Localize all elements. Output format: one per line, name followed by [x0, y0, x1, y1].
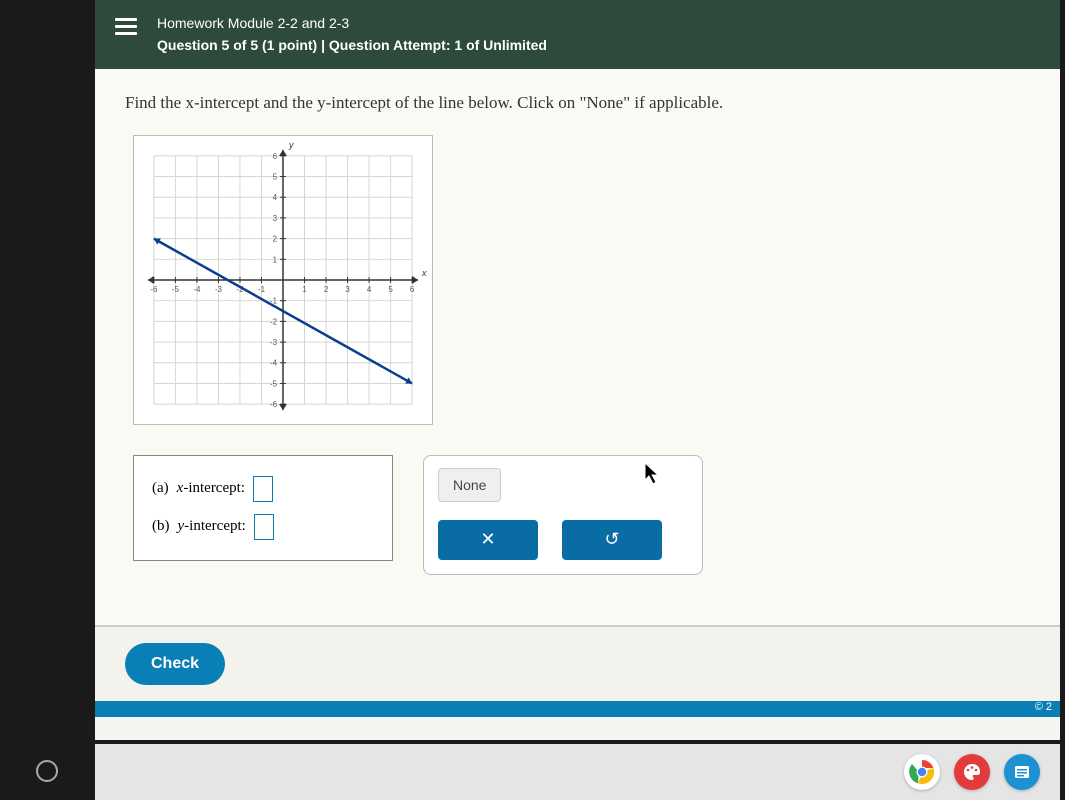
svg-text:y: y — [288, 140, 294, 150]
answer-b-prefix: (b) — [152, 518, 170, 535]
check-button[interactable]: Check — [125, 643, 225, 685]
svg-text:x: x — [421, 268, 427, 278]
os-taskbar — [95, 744, 1060, 800]
answer-panel: (a) x-intercept: (b) y-intercept: — [133, 455, 393, 561]
coordinate-graph[interactable]: -6-5-4-3-2-1123456-6-5-4-3-2-1123456xy — [133, 135, 433, 425]
reset-button[interactable]: ↺ — [562, 520, 662, 560]
os-launcher-icon[interactable] — [36, 760, 58, 782]
question-prompt: Find the x-intercept and the y-intercept… — [125, 93, 1030, 113]
svg-text:-1: -1 — [258, 285, 266, 294]
svg-text:3: 3 — [273, 214, 278, 223]
svg-text:-4: -4 — [193, 285, 201, 294]
x-icon: ✕ — [480, 529, 495, 550]
app-window: Homework Module 2-2 and 2-3 Question 5 o… — [95, 0, 1060, 740]
clear-button[interactable]: ✕ — [438, 520, 538, 560]
svg-text:-3: -3 — [215, 285, 223, 294]
svg-text:1: 1 — [273, 255, 278, 264]
y-intercept-row: (b) y-intercept: — [152, 508, 374, 546]
assignment-header: Homework Module 2-2 and 2-3 Question 5 o… — [95, 0, 1060, 69]
reset-icon: ↺ — [604, 529, 619, 550]
module-title: Homework Module 2-2 and 2-3 — [157, 12, 547, 34]
svg-text:-5: -5 — [270, 379, 278, 388]
hamburger-menu-icon[interactable] — [115, 12, 137, 35]
prompt-text-a: Find the x-intercept and the y-intercept… — [125, 93, 579, 112]
svg-text:5: 5 — [273, 172, 278, 181]
chrome-icon[interactable] — [904, 754, 940, 790]
prompt-text-b: if applicable. — [630, 93, 723, 112]
svg-text:-3: -3 — [270, 338, 278, 347]
svg-text:1: 1 — [302, 285, 307, 294]
footer-bar: Check — [95, 625, 1060, 701]
svg-text:4: 4 — [273, 193, 278, 202]
svg-text:3: 3 — [345, 285, 350, 294]
svg-text:4: 4 — [367, 285, 372, 294]
svg-text:5: 5 — [388, 285, 393, 294]
cursor-icon — [644, 462, 662, 486]
svg-text:-5: -5 — [172, 285, 180, 294]
word-icon[interactable] — [1004, 754, 1040, 790]
y-intercept-input[interactable] — [254, 514, 274, 540]
svg-text:6: 6 — [273, 152, 278, 161]
y-label-rest: -intercept: — [184, 518, 246, 534]
svg-text:-4: -4 — [270, 359, 278, 368]
svg-text:-2: -2 — [270, 317, 278, 326]
x-label-rest: -intercept: — [183, 480, 245, 496]
answer-a-prefix: (a) — [152, 480, 169, 497]
copyright-strip: © 2 — [95, 701, 1060, 717]
svg-text:6: 6 — [410, 285, 415, 294]
x-intercept-input[interactable] — [253, 476, 273, 502]
input-tool-panel: None ✕ ↺ — [423, 455, 703, 575]
palette-icon[interactable] — [954, 754, 990, 790]
question-content: Find the x-intercept and the y-intercept… — [95, 69, 1060, 625]
svg-text:-6: -6 — [270, 400, 278, 409]
x-intercept-row: (a) x-intercept: — [152, 470, 374, 508]
svg-text:2: 2 — [324, 285, 329, 294]
none-button[interactable]: None — [438, 468, 501, 502]
prompt-none-literal: "None" — [579, 93, 630, 112]
copyright-stub: © 2 — [1035, 701, 1052, 713]
svg-text:-6: -6 — [150, 285, 158, 294]
question-progress: Question 5 of 5 (1 point) | Question Att… — [157, 34, 547, 56]
svg-text:2: 2 — [273, 234, 278, 243]
